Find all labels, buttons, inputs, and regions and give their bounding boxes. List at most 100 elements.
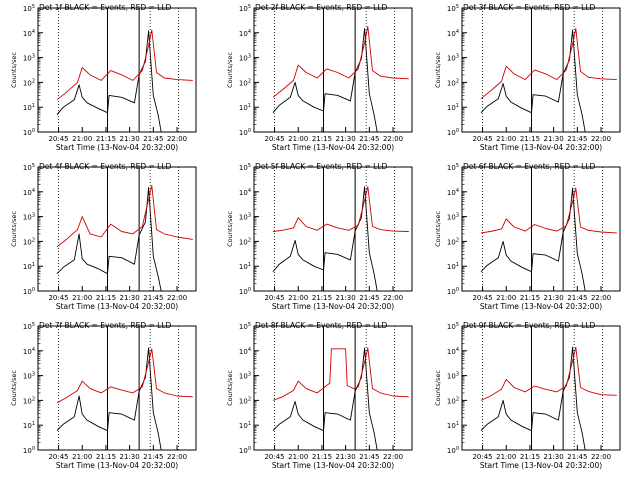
y-tick-label: 105 bbox=[447, 322, 459, 331]
x-tick-label: 21:30 bbox=[120, 453, 140, 461]
x-tick-label: 22:00 bbox=[591, 135, 611, 143]
series-line-lld bbox=[480, 346, 617, 401]
y-tick-label: 104 bbox=[23, 188, 35, 197]
x-tick-label: 20:45 bbox=[48, 453, 68, 461]
x-tick-label: 21:30 bbox=[544, 294, 564, 302]
x-tick-label: 22:00 bbox=[167, 135, 187, 143]
y-tick-label: 104 bbox=[239, 29, 251, 38]
y-tick-label: 101 bbox=[23, 103, 35, 112]
x-tick-label: 20:45 bbox=[48, 294, 68, 302]
series-line-lld bbox=[272, 186, 409, 232]
y-tick-label: 104 bbox=[447, 347, 459, 356]
panel-det-1f: 100 101 102 103 104 105 20:45 21:00 21:15 21:30 21… bbox=[10, 3, 197, 152]
x-tick-label: 21:45 bbox=[567, 453, 587, 461]
y-axis-label: Counts/sec bbox=[226, 52, 234, 88]
series-line-lld bbox=[56, 185, 193, 248]
panel-title: Det 5f BLACK = Events, RED = LLD bbox=[255, 162, 388, 171]
x-tick-label: 21:30 bbox=[120, 294, 140, 302]
x-tick-label: 21:30 bbox=[120, 135, 140, 143]
x-tick-label: 21:45 bbox=[567, 135, 587, 143]
y-tick-label: 104 bbox=[239, 188, 251, 197]
series-line-lld bbox=[56, 348, 193, 404]
series-line-events bbox=[272, 186, 378, 292]
y-tick-label: 103 bbox=[23, 213, 35, 222]
y-tick-label: 103 bbox=[23, 54, 35, 63]
x-tick-label: 21:45 bbox=[143, 135, 163, 143]
x-tick-label: 21:15 bbox=[96, 294, 116, 302]
y-tick-label: 105 bbox=[447, 4, 459, 13]
y-axis-label: Counts/sec bbox=[10, 211, 18, 247]
x-tick-label: 20:45 bbox=[264, 135, 284, 143]
x-tick-label: 20:45 bbox=[472, 453, 492, 461]
y-tick-label: 100 bbox=[447, 128, 459, 137]
x-tick-label: 22:00 bbox=[167, 294, 187, 302]
x-tick-label: 21:15 bbox=[312, 294, 332, 302]
x-tick-label: 21:15 bbox=[96, 135, 116, 143]
x-tick-label: 21:00 bbox=[496, 453, 516, 461]
x-tick-label: 21:00 bbox=[288, 453, 308, 461]
y-tick-label: 103 bbox=[23, 372, 35, 381]
x-tick-label: 21:45 bbox=[143, 294, 163, 302]
x-tick-label: 20:45 bbox=[48, 135, 68, 143]
x-axis-label: Start Time (13-Nov-04 20:32:00) bbox=[480, 143, 602, 152]
panel-title: Det 6f BLACK = Events, RED = LLD bbox=[463, 162, 596, 171]
y-tick-label: 100 bbox=[239, 128, 251, 137]
y-tick-label: 103 bbox=[239, 213, 251, 222]
x-tick-label: 22:00 bbox=[383, 135, 403, 143]
x-tick-label: 21:15 bbox=[312, 135, 332, 143]
x-tick-label: 20:45 bbox=[472, 294, 492, 302]
x-tick-label: 21:00 bbox=[496, 294, 516, 302]
plot-frame bbox=[37, 7, 197, 133]
series-line-events bbox=[272, 27, 378, 133]
y-tick-label: 100 bbox=[23, 128, 35, 137]
panel-det-7f: 100 101 102 103 104 105 20:45 21:00 21:15 21:30 21… bbox=[10, 321, 197, 470]
y-axis-label: Counts/sec bbox=[226, 211, 234, 247]
x-tick-label: 22:00 bbox=[591, 294, 611, 302]
x-tick-label: 21:45 bbox=[143, 453, 163, 461]
x-tick-label: 21:45 bbox=[359, 294, 379, 302]
x-tick-label: 22:00 bbox=[383, 294, 403, 302]
series-line-lld bbox=[56, 29, 193, 101]
panel-det-6f: 100 101 102 103 104 105 20:45 21:00 21:15 21:30 21… bbox=[434, 162, 621, 311]
y-tick-label: 102 bbox=[239, 237, 251, 246]
series-line-events bbox=[480, 29, 586, 133]
y-axis-label: Counts/sec bbox=[434, 211, 442, 247]
x-axis-label: Start Time (13-Nov-04 20:32:00) bbox=[272, 143, 394, 152]
y-tick-label: 103 bbox=[447, 372, 459, 381]
panel-title: Det 7f BLACK = Events, RED = LLD bbox=[39, 321, 172, 330]
x-axis-label: Start Time (13-Nov-04 20:32:00) bbox=[56, 461, 178, 470]
x-tick-label: 21:45 bbox=[359, 453, 379, 461]
plot-frame bbox=[461, 166, 621, 292]
plot-frame bbox=[37, 325, 197, 451]
panel-det-8f: 100 101 102 103 104 105 20:45 21:00 21:15 21:30 21… bbox=[226, 321, 413, 470]
plot-frame bbox=[461, 7, 621, 133]
x-tick-label: 21:45 bbox=[567, 294, 587, 302]
y-tick-label: 101 bbox=[239, 421, 251, 430]
x-tick-label: 21:45 bbox=[359, 135, 379, 143]
panel-title: Det 1f BLACK = Events, RED = LLD bbox=[39, 3, 172, 12]
series-line-lld bbox=[480, 187, 617, 234]
panel-det-4f: 100 101 102 103 104 105 20:45 21:00 21:15 21:30 21… bbox=[10, 162, 197, 311]
x-tick-label: 21:30 bbox=[336, 453, 356, 461]
x-tick-label: 21:30 bbox=[336, 135, 356, 143]
y-tick-label: 105 bbox=[23, 163, 35, 172]
y-tick-label: 104 bbox=[239, 347, 251, 356]
series-line-lld bbox=[272, 347, 409, 401]
series-line-events bbox=[272, 347, 378, 451]
y-tick-label: 101 bbox=[447, 421, 459, 430]
x-tick-label: 21:00 bbox=[288, 294, 308, 302]
y-tick-label: 100 bbox=[447, 446, 459, 455]
panel-det-3f: 100 101 102 103 104 105 20:45 21:00 21:15 21:30 21… bbox=[434, 3, 621, 152]
x-tick-label: 21:15 bbox=[520, 453, 540, 461]
x-axis-label: Start Time (13-Nov-04 20:32:00) bbox=[56, 302, 178, 311]
y-tick-label: 102 bbox=[239, 78, 251, 87]
panel-det-5f: 100 101 102 103 104 105 20:45 21:00 21:15 21:30 21… bbox=[226, 162, 413, 311]
x-tick-label: 21:15 bbox=[520, 294, 540, 302]
y-tick-label: 103 bbox=[239, 372, 251, 381]
plot-frame bbox=[37, 166, 197, 292]
y-tick-label: 103 bbox=[447, 213, 459, 222]
x-tick-label: 21:15 bbox=[520, 135, 540, 143]
panel-det-9f: 100 101 102 103 104 105 20:45 21:00 21:15 21:30 21… bbox=[434, 321, 621, 470]
x-tick-label: 21:00 bbox=[496, 135, 516, 143]
y-tick-label: 100 bbox=[447, 287, 459, 296]
